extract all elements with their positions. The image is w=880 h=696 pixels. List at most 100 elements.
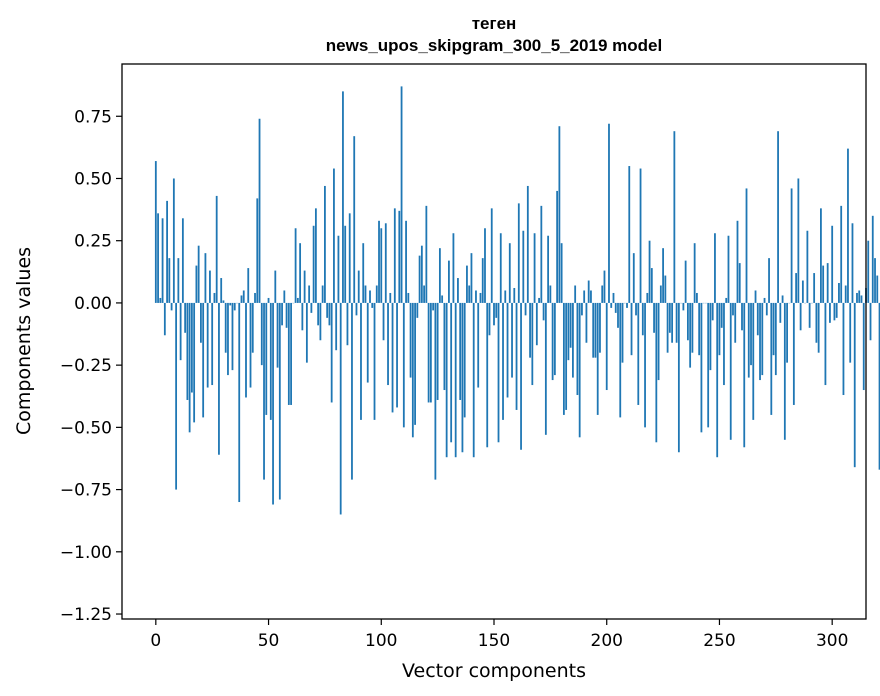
bar-183 xyxy=(567,302,570,361)
bar-280 xyxy=(786,302,788,363)
bar-180 xyxy=(560,243,563,303)
bar-318 xyxy=(871,215,874,303)
bar-69 xyxy=(310,302,313,313)
bar-76 xyxy=(326,302,329,318)
bar-41 xyxy=(247,268,250,303)
bar-284 xyxy=(795,273,798,303)
bar-68 xyxy=(308,285,311,303)
bar-268 xyxy=(759,302,761,381)
bar-82 xyxy=(339,302,342,515)
bar-8 xyxy=(172,178,175,303)
bar-198 xyxy=(601,285,604,303)
bar-204 xyxy=(614,302,617,313)
bar-296 xyxy=(822,265,825,303)
bar-269 xyxy=(761,302,764,376)
bar-217 xyxy=(644,302,646,428)
bar-236 xyxy=(686,302,689,341)
bar-103 xyxy=(387,302,389,386)
bar-242 xyxy=(700,302,703,433)
bar-96 xyxy=(371,302,374,308)
bar-216 xyxy=(641,302,644,336)
bar-63 xyxy=(296,297,299,303)
bar-102 xyxy=(384,223,387,303)
bar-77 xyxy=(328,302,331,326)
bar-238 xyxy=(691,302,694,353)
bar-109 xyxy=(400,86,403,303)
bar-12 xyxy=(181,218,184,303)
bar-92 xyxy=(362,243,365,303)
bar-155 xyxy=(504,290,507,303)
bar-26 xyxy=(213,292,216,303)
bar-213 xyxy=(635,302,637,316)
bar-177 xyxy=(553,302,556,376)
bar-303 xyxy=(838,283,840,303)
bar-176 xyxy=(551,302,554,381)
y-tick-label: −1.00 xyxy=(60,543,112,563)
bar-201 xyxy=(608,123,610,303)
bar-106 xyxy=(393,208,396,303)
y-tick-label: −1.25 xyxy=(60,605,112,625)
bar-114 xyxy=(411,302,414,438)
bar-271 xyxy=(765,302,768,316)
bar-214 xyxy=(637,302,640,405)
bar-254 xyxy=(727,235,730,303)
bar-140 xyxy=(470,253,473,303)
bar-33 xyxy=(229,302,232,306)
bar-147 xyxy=(486,302,489,448)
bar-122 xyxy=(429,302,432,403)
bar-283 xyxy=(792,302,795,405)
bar-116 xyxy=(416,302,419,318)
bar-75 xyxy=(324,185,326,303)
bar-87 xyxy=(351,302,353,480)
y-tick-label: −0.50 xyxy=(60,418,112,438)
bar-142 xyxy=(475,290,477,303)
bar-203 xyxy=(612,292,615,303)
bar-248 xyxy=(714,233,716,303)
bar-175 xyxy=(549,285,552,303)
bar-270 xyxy=(763,297,766,303)
bar-302 xyxy=(835,302,838,318)
bar-173 xyxy=(544,302,547,435)
bar-212 xyxy=(632,253,635,303)
bar-90 xyxy=(357,270,360,303)
bar-81 xyxy=(337,235,340,303)
bar-56 xyxy=(281,302,283,326)
bar-134 xyxy=(457,278,459,303)
bar-28 xyxy=(218,302,220,455)
bar-240 xyxy=(696,292,698,303)
bar-205 xyxy=(617,302,619,328)
bar-259 xyxy=(738,263,741,303)
bar-223 xyxy=(657,302,660,381)
bar-34 xyxy=(231,302,234,371)
bar-264 xyxy=(750,302,752,366)
bar-99 xyxy=(378,220,380,303)
bar-276 xyxy=(777,131,779,303)
bar-174 xyxy=(547,235,550,303)
bar-146 xyxy=(484,228,486,303)
bar-295 xyxy=(820,208,822,303)
bar-167 xyxy=(531,302,534,386)
bar-91 xyxy=(360,302,362,420)
bar-164 xyxy=(524,302,527,316)
bar-51 xyxy=(269,302,272,420)
bar-80 xyxy=(335,302,338,351)
bar-172 xyxy=(542,302,545,321)
bar-219 xyxy=(648,240,651,303)
bar-24 xyxy=(209,270,211,303)
bar-246 xyxy=(709,302,712,371)
bar-310 xyxy=(853,302,856,468)
bar-210 xyxy=(628,166,631,303)
bar-27 xyxy=(215,195,218,303)
bar-263 xyxy=(747,302,750,378)
bar-150 xyxy=(493,302,495,326)
bar-237 xyxy=(689,302,692,368)
bar-260 xyxy=(741,302,743,331)
bar-170 xyxy=(538,297,540,303)
bar-192 xyxy=(587,280,590,303)
bar-255 xyxy=(729,302,732,440)
bar-32 xyxy=(227,302,229,376)
bar-118 xyxy=(420,245,423,303)
bar-207 xyxy=(621,302,624,363)
bars-group xyxy=(154,86,880,515)
bar-53 xyxy=(274,270,277,303)
